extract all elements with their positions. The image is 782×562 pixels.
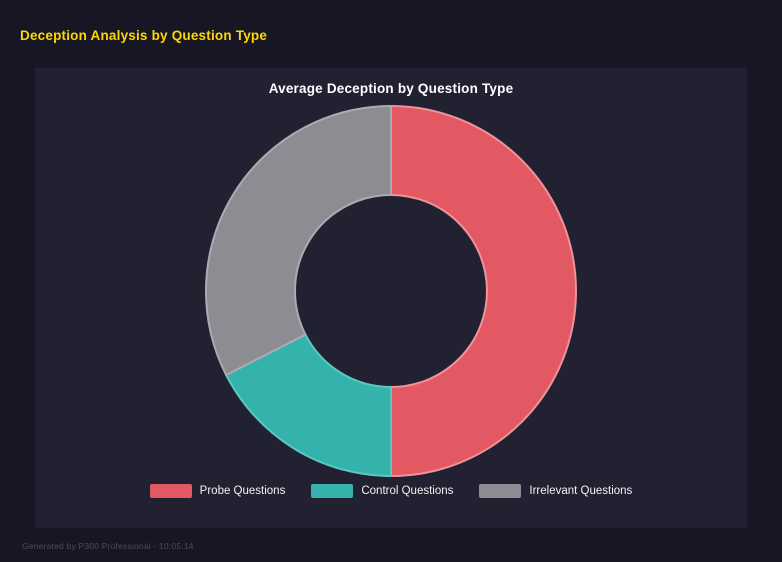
legend-swatch [479,484,522,498]
legend-item-probe-questions: Probe Questions [149,484,286,498]
chart-title: Average Deception by Question Type [268,81,514,96]
legend-item-irrelevant-questions: Irrelevant Questions [479,484,632,498]
pie-slice-probe-questions [390,105,577,477]
legend-label: Probe Questions [199,485,286,497]
pie-slice-irrelevant-questions [205,105,392,376]
chart-legend: Probe Questions Control Questions Irreleva… [149,484,632,498]
chart-panel: Average Deception by Question Type Probe… [35,68,747,528]
legend-label: Control Questions [361,485,454,497]
legend-label: Irrelevant Questions [529,485,633,497]
legend-swatch [311,484,354,498]
page-title: Deception Analysis by Question Type [20,28,268,43]
legend-swatch [149,484,192,498]
footer-note: Generated by P300 Professional - 10:05:1… [22,541,194,551]
legend-item-control-questions: Control Questions [311,484,453,498]
donut-chart [205,105,577,477]
pie-slice-control-questions [225,333,392,477]
